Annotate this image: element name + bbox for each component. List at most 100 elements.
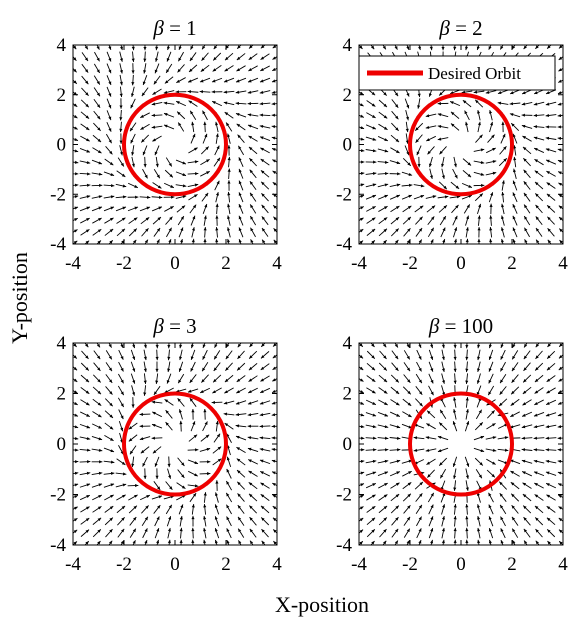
vector-arrowhead [96,57,100,62]
vector-arrowhead [430,516,434,520]
vector-arrowhead [486,402,491,406]
vector-arrowhead [154,151,158,156]
vector-arrowhead [535,540,539,545]
vector-arrowhead [371,103,376,107]
vector-arrowhead [406,367,411,372]
vector-arrowhead [121,505,126,510]
vector-arrowhead [128,438,133,442]
vector-arrowhead [96,343,100,348]
vector-arrowhead [524,343,528,348]
vector-arrowhead [271,136,276,140]
vector-arrowhead [86,448,91,452]
vector-arrowhead [133,217,138,221]
vector-arrowhead [74,471,79,475]
vector-arrowhead [214,539,218,544]
vector-arrowhead [119,70,123,74]
vector-arrowhead [193,194,198,198]
vector-arrowhead [488,344,492,349]
vector-arrowhead [395,104,399,108]
axes-box [358,342,564,546]
vector-arrowhead [535,227,540,232]
vector-arrowhead [248,124,252,128]
vector-arrowhead [238,528,242,533]
vector-arrowhead [418,239,422,244]
vector-arrowhead [74,483,79,487]
vector-arrowhead [129,450,134,455]
vector-arrowhead [166,69,170,73]
vector-arrowhead [143,392,147,396]
vector-arrowhead [384,183,389,187]
vector-arrowhead [383,217,388,221]
vector-arrowhead [413,436,418,440]
vector-field [73,45,277,244]
vector-arrowhead [372,436,377,440]
vector-arrowhead [247,401,252,405]
vector-arrowhead [453,238,457,243]
vector-arrowhead [524,239,528,243]
vector-arrowhead [85,92,89,96]
vector-arrowhead [238,204,242,208]
vector-arrowhead [407,379,411,383]
vector-arrowhead [97,506,102,510]
vector-arrowhead [223,90,228,94]
vector-arrowhead [521,113,525,117]
vector-arrowhead [224,79,228,83]
vector-arrowhead [108,57,112,62]
vector-arrowhead [119,151,124,156]
vector-arrowhead [395,517,399,521]
vector-arrowhead [108,344,112,348]
vector-arrowhead [85,240,90,244]
vector-arrowhead [441,539,445,544]
vector-arrowhead [84,57,89,62]
vector-arrowhead [465,46,469,51]
vector-arrowhead [511,505,515,509]
vector-arrowhead [500,540,504,544]
vector-arrowhead [383,378,388,383]
vector-arrowhead [191,227,195,231]
vector-arrowhead [407,505,411,509]
vector-arrowhead [122,195,127,199]
vector-arrowhead [465,344,469,349]
vector-arrowhead [189,379,193,383]
vector-arrowhead [359,240,364,244]
vector-arrowhead [225,367,229,371]
vector-arrowhead [512,168,517,173]
vector-arrowhead [534,378,539,383]
vector-arrowhead [203,121,207,126]
vector-arrowhead [236,447,240,451]
vector-arrowhead [84,45,88,50]
vector-arrowhead [426,138,430,141]
vector-arrowhead [211,400,215,405]
vector-arrowhead [372,425,377,429]
vector-arrowhead [182,173,186,176]
vector-arrowhead [73,343,77,347]
vector-arrowhead [523,355,528,360]
vector-arrowhead [490,192,494,196]
x-tick-label: -4 [351,554,367,575]
vector-arrowhead [371,529,375,533]
vector-arrowhead [453,487,457,491]
vector-arrowhead [134,206,138,210]
vector-arrowhead [439,422,443,426]
vector-arrowhead [406,151,410,156]
vector-arrowhead [546,378,551,382]
y-tick-label: -2 [50,184,66,205]
vector-arrowhead [545,136,550,140]
vector-arrowhead [406,93,410,97]
vector-arrowhead [180,238,184,243]
vector-arrowhead [534,170,539,174]
vector-arrowhead [98,217,102,221]
vector-arrowhead [216,433,221,438]
vector-arrowhead [272,170,277,174]
vector-arrowhead [215,133,219,137]
vector-arrowhead [194,461,198,465]
vector-arrowhead [224,68,229,72]
vector-arrowhead [488,391,492,396]
vector-arrowhead [407,402,412,406]
vector-arrowhead [396,448,401,452]
vector-arrowhead [453,356,457,361]
vector-arrowhead [260,170,265,174]
vector-arrowhead [261,343,265,347]
vector-arrowhead [272,471,276,475]
vector-arrowhead [260,159,265,163]
